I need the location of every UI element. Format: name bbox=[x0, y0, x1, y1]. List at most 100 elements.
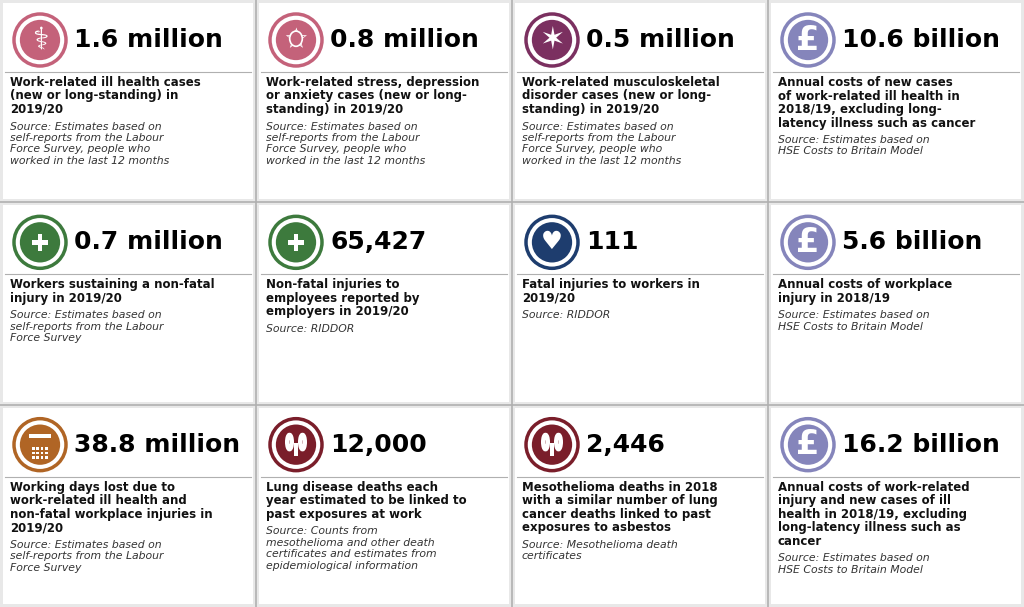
Text: mesothelioma and other death: mesothelioma and other death bbox=[266, 538, 434, 548]
Text: Annual costs of new cases: Annual costs of new cases bbox=[778, 76, 952, 89]
Ellipse shape bbox=[787, 222, 828, 262]
Ellipse shape bbox=[19, 222, 60, 262]
Text: long-latency illness such as: long-latency illness such as bbox=[778, 521, 961, 534]
Text: Source: Mesothelioma death: Source: Mesothelioma death bbox=[522, 540, 678, 550]
Text: Work-related musculoskeletal: Work-related musculoskeletal bbox=[522, 76, 720, 89]
Ellipse shape bbox=[19, 20, 60, 60]
Ellipse shape bbox=[14, 419, 66, 470]
FancyBboxPatch shape bbox=[515, 205, 765, 402]
Text: work-related ill health and: work-related ill health and bbox=[10, 494, 186, 507]
Text: non-fatal workplace injuries in: non-fatal workplace injuries in bbox=[10, 507, 213, 521]
Text: 2,446: 2,446 bbox=[586, 433, 665, 456]
Text: Source: RIDDOR: Source: RIDDOR bbox=[522, 310, 610, 320]
Text: £: £ bbox=[797, 428, 819, 461]
Text: Mesothelioma deaths in 2018: Mesothelioma deaths in 2018 bbox=[522, 481, 718, 493]
Text: Annual costs of work-related: Annual costs of work-related bbox=[778, 481, 970, 493]
Ellipse shape bbox=[275, 222, 316, 262]
FancyBboxPatch shape bbox=[3, 3, 253, 199]
FancyBboxPatch shape bbox=[32, 240, 48, 245]
Text: disorder cases (new or long-: disorder cases (new or long- bbox=[522, 89, 711, 103]
Text: Work-related stress, depression: Work-related stress, depression bbox=[266, 76, 479, 89]
Text: latency illness such as cancer: latency illness such as cancer bbox=[778, 117, 976, 129]
Text: HSE Costs to Britain Model: HSE Costs to Britain Model bbox=[778, 565, 923, 575]
Text: health in 2018/19, excluding: health in 2018/19, excluding bbox=[778, 507, 967, 521]
Ellipse shape bbox=[14, 216, 66, 268]
FancyBboxPatch shape bbox=[259, 3, 509, 199]
Text: employees reported by: employees reported by bbox=[266, 292, 420, 305]
Ellipse shape bbox=[291, 32, 301, 46]
FancyBboxPatch shape bbox=[36, 456, 39, 459]
Ellipse shape bbox=[787, 20, 828, 60]
Text: 65,427: 65,427 bbox=[330, 230, 426, 254]
Ellipse shape bbox=[270, 419, 322, 470]
Text: ⚕: ⚕ bbox=[32, 25, 48, 55]
Text: Force Survey: Force Survey bbox=[10, 333, 81, 344]
Text: Source: RIDDOR: Source: RIDDOR bbox=[266, 324, 354, 334]
Text: injury and new cases of ill: injury and new cases of ill bbox=[778, 494, 951, 507]
Text: standing) in 2019/20: standing) in 2019/20 bbox=[266, 103, 403, 116]
FancyBboxPatch shape bbox=[29, 434, 51, 438]
Text: Force Survey, people who: Force Survey, people who bbox=[10, 144, 151, 155]
Text: Force Survey: Force Survey bbox=[10, 563, 81, 572]
Text: Fatal injuries to workers in: Fatal injuries to workers in bbox=[522, 279, 699, 291]
Text: cancer: cancer bbox=[778, 535, 822, 548]
FancyBboxPatch shape bbox=[259, 205, 509, 402]
FancyBboxPatch shape bbox=[551, 443, 554, 456]
Text: employers in 2019/20: employers in 2019/20 bbox=[266, 305, 409, 318]
Text: epidemiological information: epidemiological information bbox=[266, 561, 418, 571]
Text: Working days lost due to: Working days lost due to bbox=[10, 481, 175, 493]
Text: self-reports from the Labour: self-reports from the Labour bbox=[266, 133, 420, 143]
Text: 1.6 million: 1.6 million bbox=[74, 28, 223, 52]
Ellipse shape bbox=[531, 20, 572, 60]
FancyBboxPatch shape bbox=[32, 456, 35, 459]
FancyBboxPatch shape bbox=[288, 240, 304, 245]
FancyBboxPatch shape bbox=[36, 452, 39, 455]
Text: worked in the last 12 months: worked in the last 12 months bbox=[266, 156, 425, 166]
FancyBboxPatch shape bbox=[515, 408, 765, 604]
Ellipse shape bbox=[782, 419, 834, 470]
Text: certificates and estimates from: certificates and estimates from bbox=[266, 549, 436, 559]
Ellipse shape bbox=[531, 424, 572, 465]
FancyBboxPatch shape bbox=[41, 447, 43, 450]
Text: 2019/20: 2019/20 bbox=[522, 292, 575, 305]
Text: self-reports from the Labour: self-reports from the Labour bbox=[10, 133, 164, 143]
Ellipse shape bbox=[526, 216, 578, 268]
Text: of work-related ill health in: of work-related ill health in bbox=[778, 89, 959, 103]
Ellipse shape bbox=[19, 424, 60, 465]
FancyBboxPatch shape bbox=[515, 3, 765, 199]
Text: 2019/20: 2019/20 bbox=[10, 103, 63, 116]
Text: injury in 2019/20: injury in 2019/20 bbox=[10, 292, 122, 305]
Text: Annual costs of workplace: Annual costs of workplace bbox=[778, 279, 952, 291]
Text: year estimated to be linked to: year estimated to be linked to bbox=[266, 494, 467, 507]
Text: £: £ bbox=[797, 24, 819, 56]
Text: 16.2 billion: 16.2 billion bbox=[842, 433, 999, 456]
Text: ♥: ♥ bbox=[541, 230, 563, 254]
Text: 0.5 million: 0.5 million bbox=[586, 28, 735, 52]
FancyBboxPatch shape bbox=[38, 234, 42, 251]
Text: 10.6 billion: 10.6 billion bbox=[842, 28, 1000, 52]
Text: Work-related ill health cases: Work-related ill health cases bbox=[10, 76, 201, 89]
FancyBboxPatch shape bbox=[32, 452, 35, 455]
Text: ✶: ✶ bbox=[540, 25, 565, 55]
Text: 38.8 million: 38.8 million bbox=[74, 433, 240, 456]
Text: Force Survey, people who: Force Survey, people who bbox=[522, 144, 663, 155]
FancyBboxPatch shape bbox=[36, 447, 39, 450]
Text: with a similar number of lung: with a similar number of lung bbox=[522, 494, 718, 507]
FancyBboxPatch shape bbox=[41, 456, 43, 459]
Ellipse shape bbox=[782, 216, 834, 268]
Text: certificates: certificates bbox=[522, 551, 583, 561]
FancyBboxPatch shape bbox=[45, 452, 48, 455]
FancyBboxPatch shape bbox=[3, 408, 253, 604]
Ellipse shape bbox=[526, 419, 578, 470]
Text: 0.8 million: 0.8 million bbox=[330, 28, 479, 52]
Text: 0.7 million: 0.7 million bbox=[74, 230, 223, 254]
FancyBboxPatch shape bbox=[259, 408, 509, 604]
Ellipse shape bbox=[270, 14, 322, 66]
Ellipse shape bbox=[289, 30, 303, 47]
Ellipse shape bbox=[526, 14, 578, 66]
Text: HSE Costs to Britain Model: HSE Costs to Britain Model bbox=[778, 146, 923, 157]
Ellipse shape bbox=[782, 14, 834, 66]
Text: Lung disease deaths each: Lung disease deaths each bbox=[266, 481, 438, 493]
Text: 5.6 billion: 5.6 billion bbox=[842, 230, 982, 254]
Text: self-reports from the Labour: self-reports from the Labour bbox=[10, 551, 164, 561]
